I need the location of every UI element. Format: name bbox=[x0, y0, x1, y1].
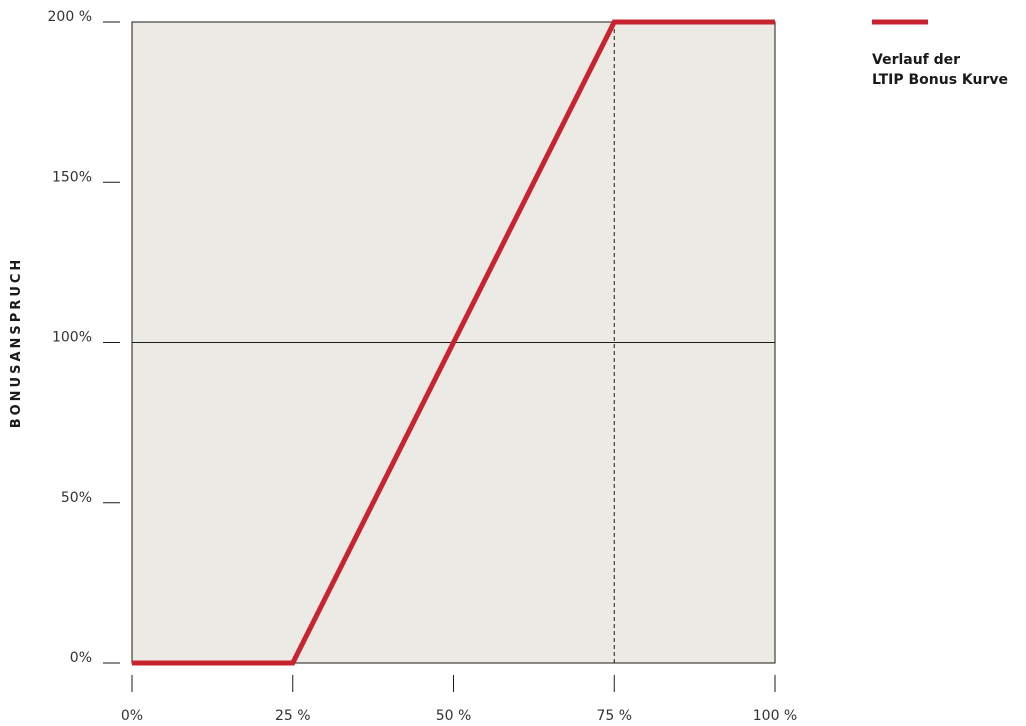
legend-label-line-1: Verlauf der bbox=[872, 52, 960, 68]
legend: Verlauf der LTIP Bonus Kurve bbox=[872, 19, 1008, 88]
y-tick-label: 50% bbox=[61, 490, 92, 506]
x-tick-label: 75 % bbox=[596, 708, 632, 724]
y-tick-label: 0% bbox=[70, 650, 92, 666]
y-tick-label: 100% bbox=[52, 330, 92, 346]
y-tick-label: 150% bbox=[52, 169, 92, 185]
x-tick-label: 50 % bbox=[436, 708, 472, 724]
series-line bbox=[132, 19, 775, 666]
x-tick-label: 25 % bbox=[275, 708, 311, 724]
x-tick-label: 0% bbox=[121, 708, 143, 724]
y-axis-title: BONUSANSPRUCH bbox=[9, 257, 24, 429]
x-tick-label: 100 % bbox=[753, 708, 797, 724]
legend-label-line-2: LTIP Bonus Kurve bbox=[872, 72, 1008, 88]
y-tick-label: 200 % bbox=[48, 9, 92, 25]
